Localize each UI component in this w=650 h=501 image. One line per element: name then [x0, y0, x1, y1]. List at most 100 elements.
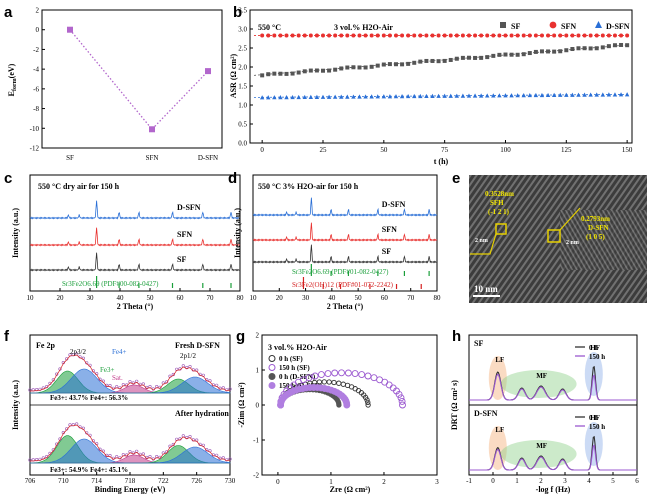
g-point — [344, 369, 352, 377]
b-point-sfn — [351, 33, 356, 38]
b-point-sf — [466, 55, 471, 60]
b-point-sf — [406, 61, 411, 66]
b-point-sfn — [314, 33, 319, 38]
h-hf-region — [584, 422, 603, 466]
f-xtick-label: 710 — [58, 477, 69, 485]
b-point-dsfn — [314, 94, 320, 99]
c-xtick-label: 50 — [147, 294, 155, 302]
b-xtick-label: 75 — [441, 146, 449, 154]
b-point-dsfn — [545, 92, 551, 98]
b-legend-marker — [595, 21, 602, 28]
b-point-sfn — [302, 33, 307, 38]
tem-label: D-SFN — [588, 224, 609, 232]
c-xtick-label: 10 — [27, 294, 35, 302]
a-xtick-label: SFN — [146, 154, 159, 162]
panel-c-title: 550 °C dry air for 150 h — [38, 182, 120, 191]
tem-label: 0.2793nm — [581, 215, 610, 223]
h-xtick-label: 1 — [515, 477, 519, 485]
panel-a-xaxis: SF SFN D-SFN — [66, 154, 218, 162]
b-point-sf — [266, 72, 271, 77]
g-point — [336, 402, 342, 408]
b-point-sf — [539, 49, 544, 54]
panel-a-frame — [41, 9, 223, 149]
c-pattern-sf — [29, 252, 241, 272]
b-point-sf — [612, 43, 617, 48]
b-point-sf — [442, 58, 447, 63]
b-point-dsfn — [375, 94, 380, 99]
b-point-sfn — [363, 33, 368, 38]
panel-c-frame — [29, 174, 241, 292]
b-point-sf — [339, 66, 344, 71]
g-xtick-label: 3 — [435, 478, 439, 486]
g-xtick-label: 1 — [329, 478, 333, 486]
panel-g-plot — [277, 369, 406, 409]
panel-h-bottom-frame — [468, 404, 638, 476]
h-legend-label: 150 h — [589, 353, 605, 361]
b-point-sf — [588, 46, 593, 51]
b-point-sfn — [418, 33, 423, 38]
panel-c: c 550 °C dry air for 150 h D-SFN SFN SF Sr3… — [4, 170, 244, 311]
g-xtick-label: 0 — [276, 478, 280, 486]
tem-label: SFH — [490, 199, 504, 207]
panel-c-xaxis: 10 20 30 40 50 60 70 80 — [27, 288, 244, 302]
g-point — [311, 372, 319, 380]
b-legend-marker — [549, 21, 557, 29]
g-point — [326, 379, 332, 385]
panel-g-xaxis: 0 1 2 3 — [276, 472, 439, 486]
a-ylabel-main: E — [7, 91, 16, 96]
panel-f-ylabel: Intensity (a.u.) — [11, 380, 20, 430]
panel-d-plot: D-SFN SFN SF Sr3Fe2O6.69 (PDF#01-082-0427) S… — [252, 197, 438, 289]
b-point-sfn — [327, 33, 332, 38]
a-ytick-label: -12 — [30, 145, 40, 153]
h-xtick-label: 0 — [491, 477, 495, 485]
c-series-label: SFN — [177, 230, 192, 239]
panel-d-xlabel: 2 Theta (°) — [327, 302, 364, 311]
d-series-label: D-SFN — [382, 200, 406, 209]
b-point-dsfn — [418, 93, 423, 99]
panel-b-xlabel: t (h) — [434, 157, 449, 166]
g-point — [364, 372, 372, 380]
f-data-point — [28, 388, 32, 392]
panel-f-xaxis: 706 710 714 718 722 726 730 — [25, 472, 236, 485]
b-point-dsfn — [606, 92, 612, 97]
d-ref-label: Sr3Fe2(OH)12 (PDF#01-072-2242) — [292, 281, 394, 289]
tem-region-right — [560, 210, 647, 270]
panel-h-xlabel: -log f (Hz) — [536, 485, 571, 494]
b-point-sf — [454, 56, 459, 61]
d-xtick-label: 20 — [276, 294, 284, 302]
h-drt-curve — [469, 373, 637, 401]
panel-g-title: 3 vol.% H2O-Air — [268, 343, 327, 352]
f-xtick-label: 726 — [191, 477, 202, 485]
a-series-line — [69, 29, 209, 131]
panel-d: d 550 °C 3% H2O-air for 150 h D-SFN SFN SF… — [228, 170, 441, 311]
g-ytick-label: 2 — [256, 332, 260, 340]
panel-c-plot: D-SFN SFN SF Sr3Fe2O6.69 (PDF#00-082-0427) — [29, 200, 241, 288]
tem-label: (-1 2 1) — [488, 208, 510, 216]
c-ref-label: Sr3Fe2O6.69 (PDF#00-082-0427) — [62, 280, 159, 288]
panel-h-label: h — [452, 328, 461, 345]
b-point-sfn — [406, 33, 411, 38]
b-ytick-label: 0.0 — [238, 140, 247, 148]
b-point-dsfn — [442, 93, 447, 98]
a-ytick-label: 0 — [36, 26, 40, 34]
h-region-label: HF — [590, 414, 600, 422]
f-ratio-label: Fe3+: 43.7% Fe4+: 56.3% — [50, 394, 128, 402]
a-ylabel-sub: form — [12, 78, 18, 91]
panel-d-frame — [252, 174, 438, 292]
panel-f-plot — [28, 352, 232, 464]
g-point — [385, 381, 393, 389]
panel-f-xlabel: Binding Energy (eV) — [95, 485, 166, 494]
b-point-sf — [430, 58, 435, 63]
b-point-dsfn — [539, 92, 545, 98]
b-point-sf — [260, 73, 265, 78]
g-ytick-label: 0 — [256, 402, 260, 410]
g-legend-marker — [268, 373, 276, 380]
panel-f-annotations: Fe 2p Fresh D-SFN 2p3/2 2p1/2 Fe4+ Fe3+Sat. Fe… — [36, 341, 229, 474]
b-point-dsfn — [491, 93, 496, 98]
b-point-dsfn — [618, 92, 624, 97]
h-xtick-label: 4 — [587, 477, 591, 485]
h-xtick-label: 3 — [563, 477, 567, 485]
